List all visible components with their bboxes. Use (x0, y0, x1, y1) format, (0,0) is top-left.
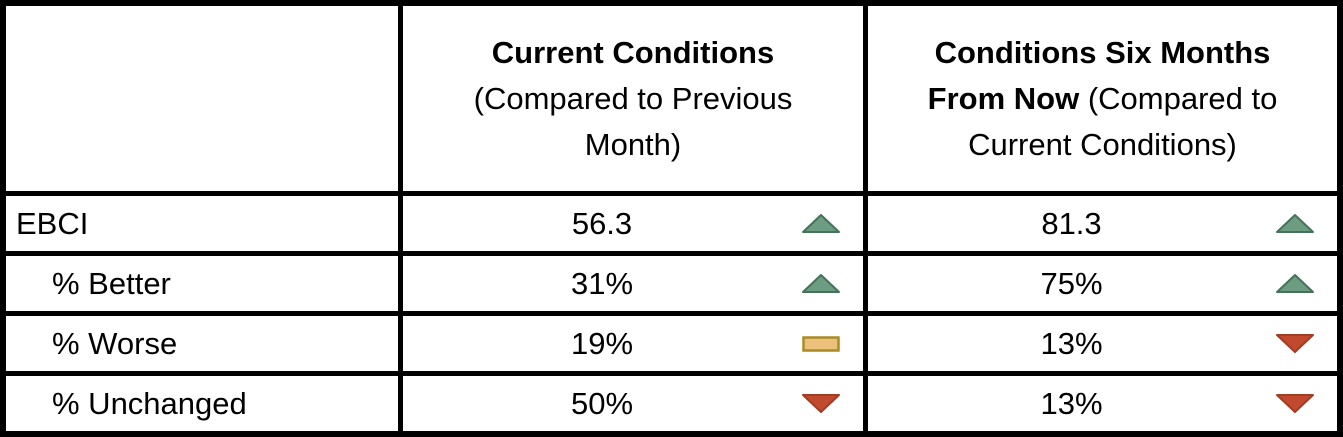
cell-value: 75% (1040, 265, 1103, 301)
trend-icon (1275, 333, 1315, 355)
cell-value: 19% (570, 325, 634, 361)
worse-six-months-cell: 13% (868, 316, 1337, 371)
corner-empty-cell (6, 6, 398, 191)
ebci-current-cell: 56.3 (403, 196, 863, 251)
row-label-percent-better: % Better (6, 256, 398, 311)
up-triangle-icon (1276, 274, 1314, 293)
header-line: Month) (584, 126, 682, 162)
cell-value: 81.3 (1041, 205, 1102, 241)
trend-icon (801, 273, 841, 295)
header-line: Current Conditions (491, 34, 775, 70)
up-triangle-icon (1276, 214, 1314, 233)
unchanged-six-months-cell: 13% (868, 376, 1337, 431)
row-label-ebci: EBCI (6, 196, 398, 251)
header-line: Current Conditions) (968, 126, 1237, 162)
header-line: (Compared to Previous (473, 80, 793, 116)
unchanged-current-cell: 50% (403, 376, 863, 431)
trend-icon (801, 333, 841, 355)
down-triangle-icon (802, 394, 840, 413)
cell-value: 13% (1040, 385, 1103, 421)
cell-value: 13% (1040, 325, 1103, 361)
column-header-current-conditions: Current Conditions (Compared to Previous… (403, 6, 863, 191)
better-six-months-cell: 75% (868, 256, 1337, 311)
ebci-six-months-cell: 81.3 (868, 196, 1337, 251)
cell-value: 50% (570, 385, 634, 421)
better-current-cell: 31% (403, 256, 863, 311)
cell-value: 31% (570, 265, 634, 301)
up-triangle-icon (802, 214, 840, 233)
column-header-six-months: Conditions Six Months From Now (Compared… (868, 6, 1337, 191)
header-line: Conditions Six Months (934, 34, 1271, 70)
header-line: From Now (Compared to (927, 80, 1278, 116)
row-label-percent-unchanged: % Unchanged (6, 376, 398, 431)
worse-current-cell: 19% (403, 316, 863, 371)
trend-icon (1275, 393, 1315, 415)
cell-value: 56.3 (571, 205, 633, 241)
trend-icon (801, 213, 841, 235)
trend-icon (801, 393, 841, 415)
trend-icon (1275, 213, 1315, 235)
down-triangle-icon (1276, 394, 1314, 413)
down-triangle-icon (1276, 334, 1314, 353)
row-label-percent-worse: % Worse (6, 316, 398, 371)
up-triangle-icon (802, 274, 840, 293)
flat-dash-icon (802, 335, 840, 352)
trend-icon (1275, 273, 1315, 295)
